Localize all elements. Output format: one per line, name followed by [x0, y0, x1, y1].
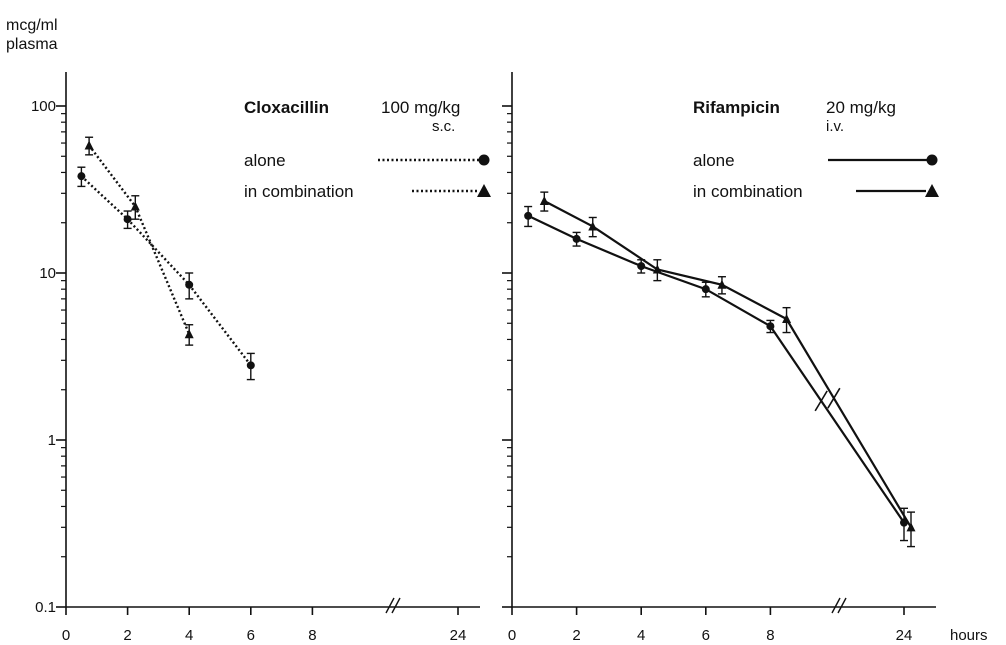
- x-tick-label: 24: [450, 627, 467, 644]
- legend-route: i.v.: [826, 118, 844, 135]
- x-tick-label: 8: [766, 627, 774, 644]
- data-point-triangle: [588, 221, 598, 231]
- x-tick-label: 2: [572, 627, 580, 644]
- legend: Rifampicin 20 mg/kg i.v. alone in combin…: [693, 98, 939, 201]
- x-tick-label: 8: [308, 627, 316, 644]
- series-line-alone: [527, 214, 905, 524]
- y-axis-label-line-2: plasma: [6, 36, 58, 53]
- legend-marker-circle: [478, 154, 490, 166]
- legend-dose: 20 mg/kg: [826, 98, 896, 117]
- data-point-circle: [524, 211, 533, 220]
- y-axis-label-line-1: mcg/ml: [6, 17, 58, 34]
- y-tick-label: 100: [31, 98, 56, 115]
- x-tick-label: 2: [123, 627, 131, 644]
- data-point-circle: [185, 280, 194, 289]
- legend-dose: 100 mg/kg: [381, 98, 460, 117]
- legend-marker-circle: [926, 154, 938, 166]
- x-tick-label: 4: [185, 627, 193, 644]
- series-group: [77, 136, 255, 381]
- y-tick-label: 10: [39, 265, 56, 282]
- data-point-triangle: [84, 140, 94, 150]
- data-point-circle: [766, 322, 775, 331]
- data-point-circle: [701, 285, 710, 294]
- y-ticks: 100 10 1 0.1: [31, 98, 66, 616]
- x-ticks: 0 2 4 6 8 24: [508, 607, 913, 644]
- x-axis-label: hours: [950, 627, 988, 644]
- x-tick-label: 0: [62, 627, 70, 644]
- x-ticks: 0 2 4 6 8 24: [62, 607, 467, 644]
- data-point-circle: [123, 215, 132, 224]
- x-axis-break-mark: [385, 597, 401, 614]
- data-point-triangle: [652, 264, 662, 274]
- legend-marker-triangle: [925, 184, 939, 197]
- data-point-triangle: [717, 279, 727, 289]
- x-tick-label: 4: [637, 627, 645, 644]
- x-tick-label: 24: [896, 627, 913, 644]
- legend-marker-triangle: [477, 184, 491, 197]
- legend-label-combination: in combination: [244, 182, 354, 201]
- legend-label-alone: alone: [693, 151, 735, 170]
- y-ticks: [502, 105, 512, 608]
- series-break-mark: [814, 390, 828, 412]
- legend-drug-name: Cloxacillin: [244, 98, 329, 117]
- data-point-triangle: [130, 201, 140, 211]
- data-point-triangle: [539, 195, 549, 205]
- data-point-triangle: [782, 314, 792, 324]
- y-tick-label: 0.1: [35, 599, 56, 616]
- x-axis-break-mark: [831, 597, 847, 614]
- legend-route: s.c.: [432, 118, 455, 135]
- x-tick-label: 6: [702, 627, 710, 644]
- chart-panel-rifampicin: 0 2 4 6 8 24 hours Rifampicin 20 mg/kg i.v. a…: [502, 72, 988, 644]
- data-point-circle: [77, 172, 86, 181]
- series-line-alone: [80, 175, 252, 367]
- series-group: [524, 191, 916, 548]
- data-point-triangle: [906, 522, 916, 532]
- series-line-combination: [88, 144, 191, 335]
- data-point-circle: [572, 234, 581, 243]
- x-tick-label: 0: [508, 627, 516, 644]
- legend-label-combination: in combination: [693, 182, 803, 201]
- x-tick-label: 6: [247, 627, 255, 644]
- series-break-mark: [827, 387, 841, 409]
- legend: Cloxacillin 100 mg/kg s.c. alone in comb…: [244, 98, 491, 201]
- series-line-combination: [543, 200, 912, 528]
- legend-label-alone: alone: [244, 151, 286, 170]
- data-point-circle: [246, 361, 255, 370]
- data-point-circle: [637, 262, 646, 271]
- y-tick-label: 1: [48, 432, 56, 449]
- legend-drug-name: Rifampicin: [693, 98, 780, 117]
- data-point-triangle: [184, 329, 194, 339]
